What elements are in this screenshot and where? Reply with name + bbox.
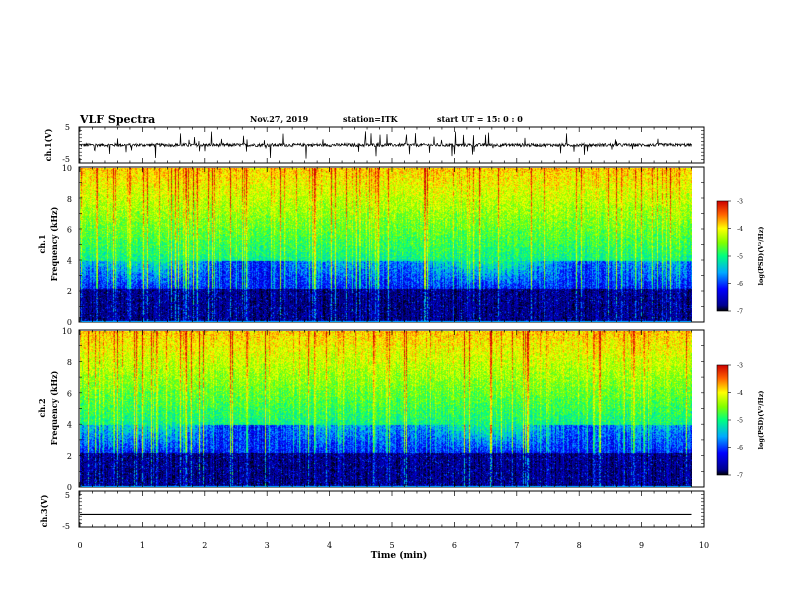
frequency-tick-label: 4 (67, 421, 72, 430)
ch1-ylabel: ch.1(V) (43, 128, 53, 161)
ch1-ytick-5: 5 (65, 123, 70, 132)
frequency-tick-label: 2 (67, 452, 72, 461)
ch1-colorbar-ticks: -3 -4 -5 -6 -7 (728, 199, 743, 316)
frequency-tick-label: 8 (67, 358, 72, 367)
ch1-spectrogram-ylabel-b: Frequency (kHz) (49, 206, 59, 281)
ch1-colorbar-gradient (716, 200, 729, 312)
ch1-waveform-ticks (79, 126, 705, 164)
colorbar-tick-label: -6 (737, 281, 743, 288)
frequency-tick-label: 0 (67, 318, 72, 327)
ch3-waveform-panel: 5 -5 ch.3(V) (39, 490, 705, 531)
frequency-tick-label: 0 (67, 483, 72, 492)
colorbar-tick-label: -5 (737, 254, 743, 261)
time-tick-label: 3 (265, 541, 270, 550)
frequency-tick-label: 2 (67, 287, 72, 296)
time-tick-label: 4 (327, 541, 332, 550)
time-tick-label: 1 (140, 541, 145, 550)
time-axis-ticklabels: 0 1 2 3 4 5 6 7 8 9 10 (77, 541, 709, 550)
time-axis-label: Time (min) (371, 550, 428, 561)
ch3-ytick-neg5: -5 (62, 522, 70, 531)
frequency-tick-label: 4 (67, 256, 72, 265)
ch2-spectrogram-ylabel-b: Frequency (kHz) (49, 370, 59, 445)
ch3-ylabel: ch.3(V) (39, 494, 49, 527)
time-tick-label: 9 (639, 541, 644, 550)
start-time-label: start UT = 15: 0 : 0 (437, 114, 523, 124)
time-tick-label: 7 (514, 541, 519, 550)
frequency-tick-label: 10 (62, 164, 72, 173)
ch1-colorbar-label: log(PSD)(V²/Hz) (757, 227, 765, 286)
ch1-waveform-trace (79, 131, 692, 159)
frequency-tick-label: 10 (62, 327, 72, 336)
ch2-spectrogram-yticks: 0 2 4 6 8 10 (62, 327, 72, 492)
colorbar-tick-label: -3 (737, 363, 743, 370)
colorbar-tick-label: -3 (737, 199, 743, 206)
ch1-spectrogram-yticks: 0 2 4 6 8 10 (62, 164, 72, 327)
colorbar-tick-label: -4 (737, 226, 743, 233)
time-tick-label: 5 (389, 541, 394, 550)
time-tick-label: 2 (202, 541, 207, 550)
time-tick-label: 8 (577, 541, 582, 550)
frequency-tick-label: 8 (67, 195, 72, 204)
ch1-spectrogram-image (80, 168, 692, 322)
time-tick-label: 10 (699, 541, 709, 550)
colorbar-tick-label: -5 (737, 418, 743, 425)
ch2-spectrogram-ticks (79, 329, 705, 488)
ch1-waveform-panel: 5 -5 ch.1(V) (43, 123, 705, 164)
ch2-colorbar-label: log(PSD)(V²/Hz) (757, 391, 765, 450)
ch1-ytick-neg5: -5 (62, 155, 70, 164)
time-tick-label: 6 (452, 541, 457, 550)
ch2-spectrogram-panel: 0 2 4 6 8 10 ch.2 Frequency (kHz) (37, 327, 705, 492)
colorbar-tick-label: -4 (737, 390, 743, 397)
ch2-colorbar-ticks: -3 -4 -5 -6 -7 (728, 363, 743, 480)
time-tick-label: 0 (77, 541, 82, 550)
ch2-spectrogram-image (80, 331, 692, 487)
frequency-tick-label: 6 (67, 389, 72, 398)
ch2-spectrogram-ylabel-a: ch.2 (37, 398, 47, 417)
ch3-waveform-frame (78, 490, 705, 528)
ch3-waveform-ticks (79, 490, 705, 528)
ch2-colorbar: -3 -4 -5 -6 -7 log(PSD)(V²/Hz) (716, 363, 765, 480)
colorbar-tick-label: -7 (737, 309, 743, 316)
figure-title: VLF Spectra (79, 113, 155, 126)
colorbar-tick-label: -6 (737, 445, 743, 452)
ch1-spectrogram-panel: 0 2 4 6 8 10 ch.1 Frequency (kHz) (37, 164, 705, 327)
ch1-spectrogram-ticks (79, 166, 705, 323)
colorbar-tick-label: -7 (737, 473, 743, 480)
station-label: station=ITK (343, 114, 399, 124)
frequency-tick-label: 6 (67, 226, 72, 235)
ch3-ytick-5: 5 (65, 491, 70, 500)
ch1-spectrogram-ylabel-a: ch.1 (37, 234, 47, 253)
ch2-colorbar-gradient (716, 364, 729, 476)
date-label: Nov.27, 2019 (250, 114, 309, 124)
ch1-colorbar: -3 -4 -5 -6 -7 log(PSD)(V²/Hz) (716, 199, 765, 316)
